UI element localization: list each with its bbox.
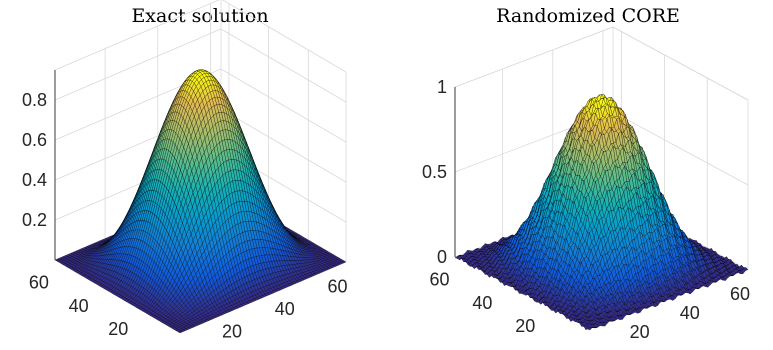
z-gridline [612, 26, 749, 101]
z-tick-label: 0.4 [22, 170, 47, 190]
y-tick-label: 20 [108, 319, 128, 339]
z-gridline [220, 28, 347, 103]
z-gridline [220, 68, 347, 143]
z-tick-label: 0.2 [22, 210, 47, 230]
surface-randomized-core [454, 93, 749, 331]
x-tick-label: 40 [275, 299, 295, 319]
wall-edge [221, 0, 347, 73]
panel-title-randomized-core: Randomized CORE [496, 5, 680, 27]
z-gridline [220, 108, 347, 183]
wall-edge [54, 0, 220, 71]
x-tick-label: 60 [327, 277, 347, 297]
x-tick-label: 20 [222, 322, 242, 342]
y-tick-label: 40 [69, 296, 89, 316]
z-gridline [454, 26, 614, 88]
y-tick-label: 60 [29, 273, 49, 293]
z-tick-label: 0.8 [22, 90, 47, 110]
panel-title-exact-solution: Exact solution [131, 5, 268, 27]
z-gridline [54, 28, 222, 101]
z-tick-label: 0.6 [22, 130, 47, 150]
panel-exact-solution: Exact solution 0.2 0.4 0.6 0.8 20 40 60 20 40 60 [22, 0, 347, 342]
surface-exact-solution [54, 69, 347, 334]
